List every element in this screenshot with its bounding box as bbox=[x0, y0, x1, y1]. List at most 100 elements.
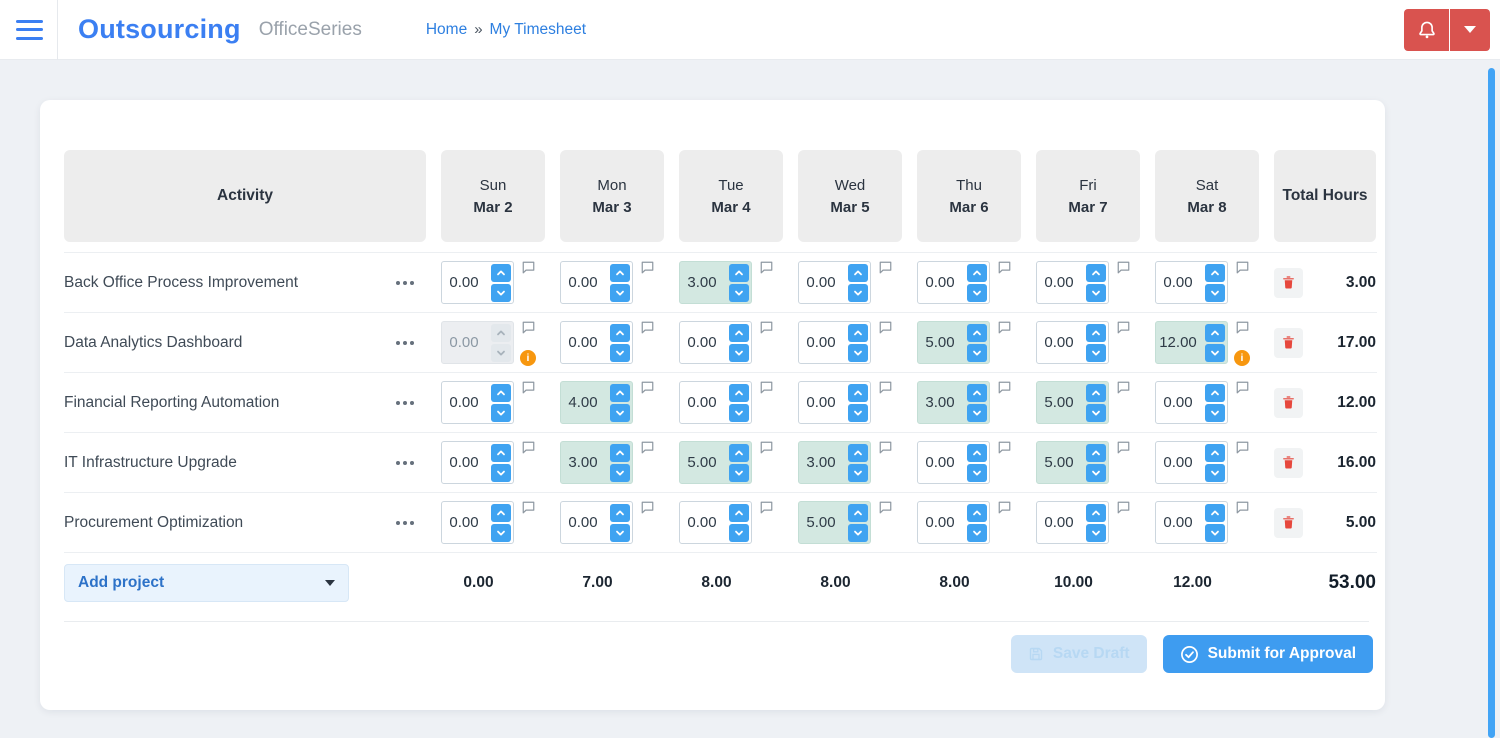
comment-icon[interactable] bbox=[759, 500, 774, 515]
comment-icon[interactable] bbox=[521, 320, 536, 335]
hours-input[interactable] bbox=[1037, 334, 1081, 351]
hours-input[interactable] bbox=[442, 514, 486, 531]
spin-down-button[interactable] bbox=[610, 283, 630, 302]
comment-icon[interactable] bbox=[640, 500, 655, 515]
comment-icon[interactable] bbox=[878, 500, 893, 515]
spin-down-button[interactable] bbox=[729, 283, 749, 302]
delete-row-button[interactable] bbox=[1274, 507, 1303, 538]
spin-up-button[interactable] bbox=[1086, 383, 1106, 402]
comment-icon[interactable] bbox=[878, 260, 893, 275]
spin-up-button[interactable] bbox=[1086, 323, 1106, 342]
spin-down-button[interactable] bbox=[491, 523, 511, 542]
hours-input[interactable] bbox=[561, 274, 605, 291]
comment-icon[interactable] bbox=[878, 320, 893, 335]
comment-icon[interactable] bbox=[640, 260, 655, 275]
hours-input[interactable] bbox=[680, 514, 724, 531]
comment-icon[interactable] bbox=[1235, 320, 1250, 335]
hours-input[interactable] bbox=[918, 514, 962, 531]
spin-down-button[interactable] bbox=[1086, 523, 1106, 542]
scrollbar[interactable] bbox=[1488, 68, 1495, 738]
comment-icon[interactable] bbox=[1116, 440, 1131, 455]
spin-down-button[interactable] bbox=[610, 343, 630, 362]
spin-down-button[interactable] bbox=[1205, 343, 1225, 362]
spin-up-button[interactable] bbox=[610, 323, 630, 342]
comment-icon[interactable] bbox=[759, 260, 774, 275]
spin-up-button[interactable] bbox=[491, 503, 511, 522]
hours-input[interactable] bbox=[918, 454, 962, 471]
hours-input[interactable] bbox=[799, 514, 843, 531]
comment-icon[interactable] bbox=[1116, 320, 1131, 335]
hours-input[interactable] bbox=[442, 274, 486, 291]
hours-input[interactable] bbox=[561, 334, 605, 351]
spin-up-button[interactable] bbox=[729, 443, 749, 462]
spin-up-button[interactable] bbox=[967, 503, 987, 522]
hours-input[interactable] bbox=[442, 454, 486, 471]
hours-input[interactable] bbox=[680, 454, 724, 471]
hours-input[interactable] bbox=[918, 334, 962, 351]
spin-up-button[interactable] bbox=[491, 443, 511, 462]
spin-down-button[interactable] bbox=[491, 463, 511, 482]
spin-down-button[interactable] bbox=[610, 463, 630, 482]
hours-input[interactable] bbox=[1037, 394, 1081, 411]
comment-icon[interactable] bbox=[997, 260, 1012, 275]
hours-input[interactable] bbox=[799, 454, 843, 471]
spin-down-button[interactable] bbox=[1086, 283, 1106, 302]
hamburger-menu-icon[interactable] bbox=[16, 19, 43, 40]
hours-input[interactable] bbox=[1156, 394, 1200, 411]
comment-icon[interactable] bbox=[997, 380, 1012, 395]
user-menu-button[interactable] bbox=[1450, 8, 1490, 51]
spin-up-button[interactable] bbox=[1086, 263, 1106, 282]
delete-row-button[interactable] bbox=[1274, 447, 1303, 478]
spin-down-button[interactable] bbox=[967, 283, 987, 302]
spin-up-button[interactable] bbox=[729, 503, 749, 522]
spin-up-button[interactable] bbox=[491, 383, 511, 402]
comment-icon[interactable] bbox=[759, 440, 774, 455]
submit-for-approval-button[interactable]: Submit for Approval bbox=[1162, 635, 1373, 673]
spin-down-button[interactable] bbox=[729, 523, 749, 542]
spin-up-button[interactable] bbox=[491, 263, 511, 282]
comment-icon[interactable] bbox=[997, 320, 1012, 335]
hours-input[interactable] bbox=[561, 514, 605, 531]
hours-input[interactable] bbox=[1156, 274, 1200, 291]
comment-icon[interactable] bbox=[640, 440, 655, 455]
spin-down-button[interactable] bbox=[1205, 403, 1225, 422]
hours-input[interactable] bbox=[1156, 334, 1200, 351]
comment-icon[interactable] bbox=[997, 440, 1012, 455]
comment-icon[interactable] bbox=[1235, 380, 1250, 395]
breadcrumb-home-link[interactable]: Home bbox=[425, 20, 468, 38]
delete-row-button[interactable] bbox=[1274, 387, 1303, 418]
row-menu-button[interactable] bbox=[392, 335, 418, 351]
hours-input[interactable] bbox=[680, 334, 724, 351]
row-menu-button[interactable] bbox=[392, 275, 418, 291]
hours-input[interactable] bbox=[1037, 274, 1081, 291]
hours-input[interactable] bbox=[561, 454, 605, 471]
spin-down-button[interactable] bbox=[848, 403, 868, 422]
spin-up-button[interactable] bbox=[729, 323, 749, 342]
spin-up-button[interactable] bbox=[729, 383, 749, 402]
hours-input[interactable] bbox=[1156, 514, 1200, 531]
comment-icon[interactable] bbox=[1116, 380, 1131, 395]
spin-up-button[interactable] bbox=[1086, 443, 1106, 462]
spin-up-button[interactable] bbox=[848, 383, 868, 402]
spin-up-button[interactable] bbox=[848, 503, 868, 522]
spin-down-button[interactable] bbox=[848, 343, 868, 362]
spin-down-button[interactable] bbox=[610, 403, 630, 422]
hours-input[interactable] bbox=[561, 394, 605, 411]
spin-up-button[interactable] bbox=[610, 263, 630, 282]
hours-input[interactable] bbox=[1037, 454, 1081, 471]
spin-up-button[interactable] bbox=[1205, 263, 1225, 282]
comment-icon[interactable] bbox=[759, 380, 774, 395]
spin-down-button[interactable] bbox=[729, 403, 749, 422]
spin-down-button[interactable] bbox=[1086, 463, 1106, 482]
breadcrumb-current-link[interactable]: My Timesheet bbox=[489, 20, 587, 38]
hours-input[interactable] bbox=[799, 334, 843, 351]
spin-down-button[interactable] bbox=[967, 343, 987, 362]
comment-icon[interactable] bbox=[1235, 500, 1250, 515]
spin-up-button[interactable] bbox=[1205, 323, 1225, 342]
save-draft-button[interactable]: Save Draft bbox=[1010, 635, 1147, 673]
spin-up-button[interactable] bbox=[848, 323, 868, 342]
hours-input[interactable] bbox=[918, 394, 962, 411]
comment-icon[interactable] bbox=[521, 500, 536, 515]
spin-up-button[interactable] bbox=[610, 383, 630, 402]
spin-down-button[interactable] bbox=[1205, 523, 1225, 542]
